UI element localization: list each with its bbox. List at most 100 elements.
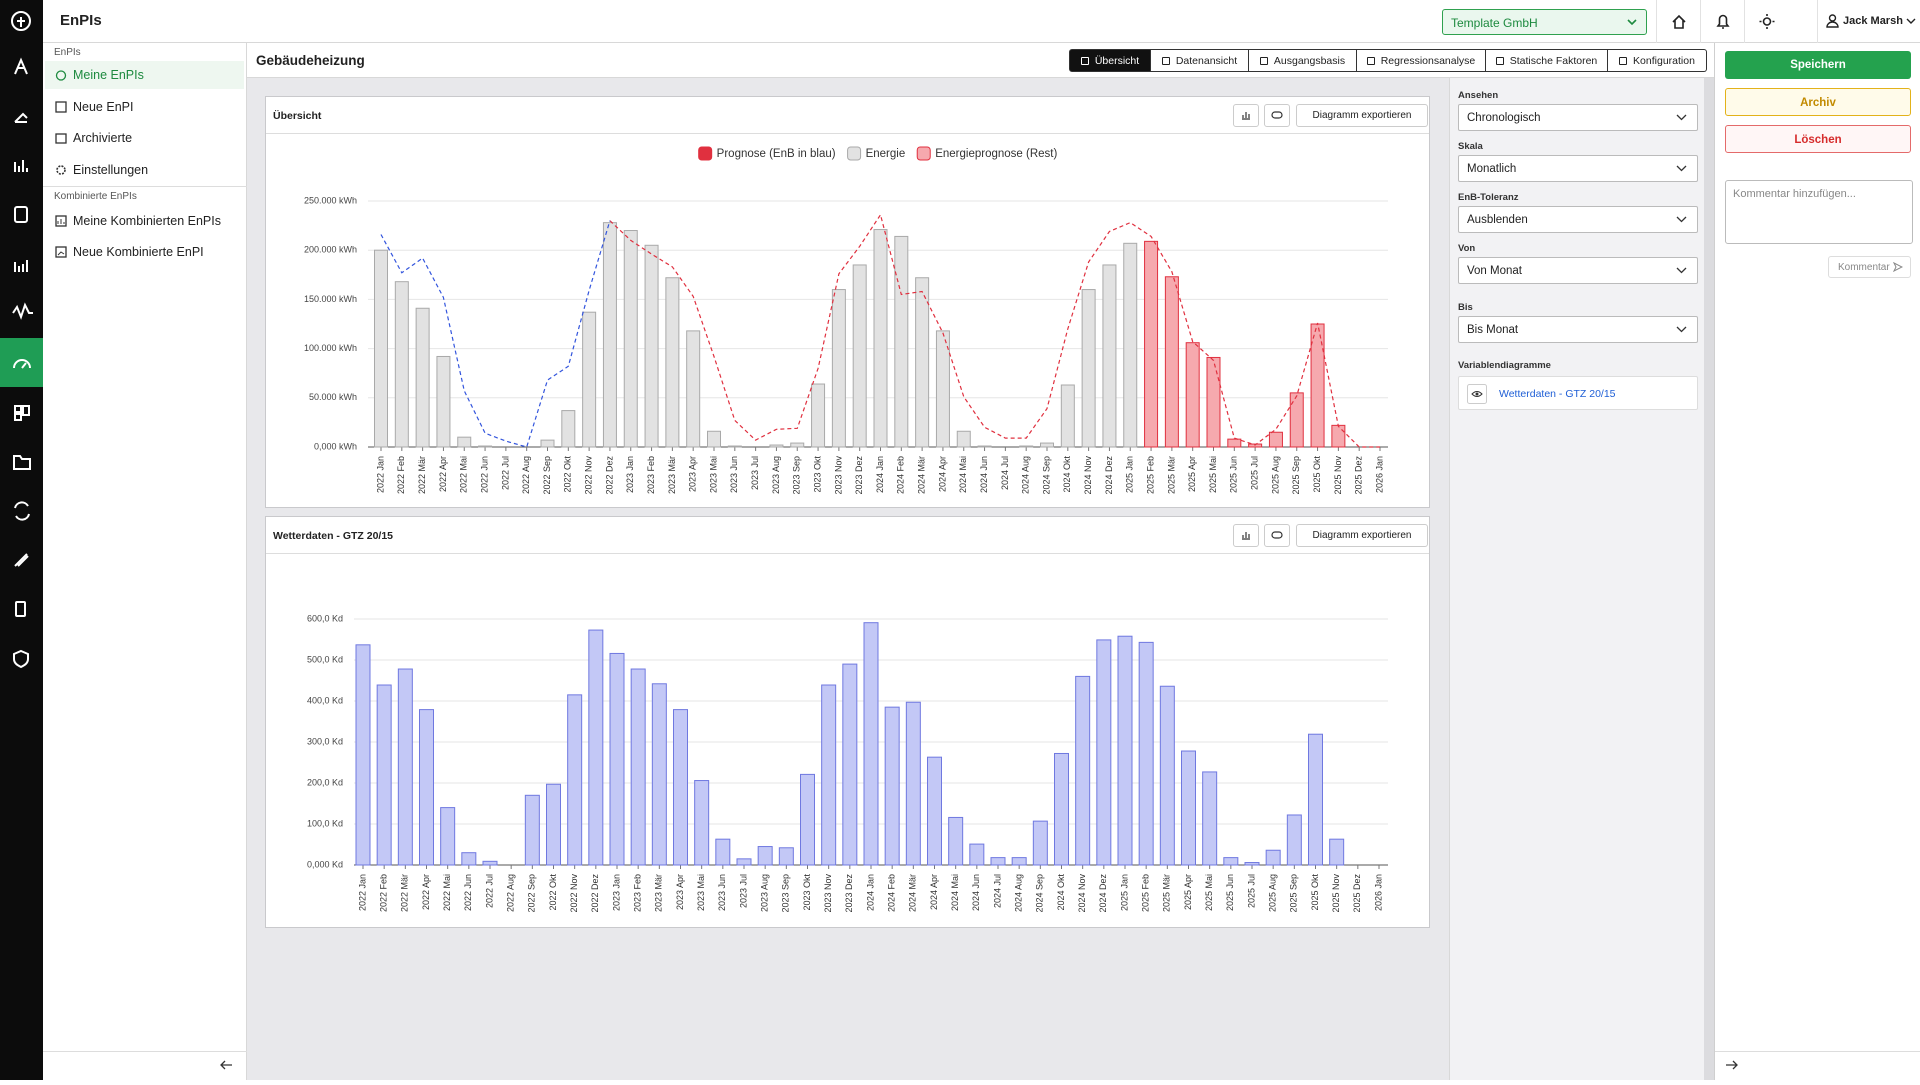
- nav-item[interactable]: Neue Kombinierte EnPI: [45, 238, 244, 266]
- legend-label: Energie: [866, 148, 906, 160]
- x-tick-label: 2023 Aug: [760, 874, 770, 912]
- link-label: Wetterdaten - GTZ 20/15: [1499, 388, 1616, 400]
- home-button[interactable]: [1656, 0, 1700, 43]
- card-title: Übersicht: [273, 110, 322, 122]
- x-tick-label: 2023 Nov: [833, 456, 843, 495]
- x-tick-label: 2024 Mär: [917, 456, 927, 494]
- save-button[interactable]: Speichern: [1725, 51, 1911, 79]
- chart-type-button[interactable]: [1233, 104, 1259, 127]
- x-tick-label: 2024 Jul: [1000, 456, 1010, 490]
- x-tick-label: 2022 Feb: [379, 874, 389, 912]
- x-tick-label: 2026 Jan: [1373, 874, 1383, 911]
- x-tick-label: 2023 Feb: [633, 874, 643, 912]
- y-tick-label: 200.000 kWh: [304, 245, 357, 255]
- bar: [694, 780, 710, 866]
- bar: [969, 843, 985, 866]
- bar: [540, 439, 555, 448]
- x-tick-label: 2024 Aug: [1021, 456, 1031, 494]
- icon: [1271, 111, 1283, 119]
- theme-button[interactable]: [1744, 0, 1817, 43]
- tab[interactable]: Statische Faktoren: [1486, 49, 1608, 72]
- x-tick-label: 2023 Apr: [675, 874, 685, 910]
- x-tick-label: 2022 Jun: [479, 456, 489, 493]
- collapse-button[interactable]: [219, 1060, 233, 1070]
- x-tick-label: 2024 Apr: [929, 874, 939, 910]
- company-select[interactable]: Template GmbH: [1442, 9, 1647, 35]
- user-menu[interactable]: Jack Marsh: [1817, 0, 1920, 43]
- x-tick-label: 2023 Mär: [667, 456, 677, 494]
- y-tick-label: 100.000 kWh: [304, 343, 357, 353]
- bell-icon: [1716, 14, 1730, 29]
- export-button[interactable]: Diagramm exportieren: [1296, 524, 1428, 547]
- x-tick-label: 2023 Dez: [844, 874, 854, 913]
- x-tick-label: 2025 Nov: [1333, 456, 1343, 495]
- bar: [478, 445, 493, 448]
- bar: [884, 706, 900, 866]
- filter-select[interactable]: Monatlich: [1458, 155, 1698, 182]
- y-tick-label: 600,0 Kd: [307, 613, 343, 623]
- line: [609, 213, 1380, 448]
- x-tick-label: 2024 Sep: [1041, 456, 1051, 495]
- bar: [546, 783, 561, 866]
- x-tick-label: 2025 Mai: [1204, 874, 1214, 911]
- x-tick-label: 2023 Mai: [696, 874, 706, 911]
- tab[interactable]: Regressionsanalyse: [1357, 49, 1486, 72]
- variable-chart-link[interactable]: Wetterdaten - GTZ 20/15: [1458, 376, 1698, 410]
- chart-type-button[interactable]: [1233, 524, 1259, 547]
- bar: [561, 410, 576, 448]
- x-tick-label: 2025 Jan: [1119, 874, 1129, 911]
- eye-button[interactable]: [1467, 384, 1487, 404]
- bar: [1202, 771, 1218, 866]
- bar: [948, 816, 964, 866]
- select-value: Bis Monat: [1467, 324, 1519, 336]
- bar: [1144, 240, 1159, 448]
- bar: [1075, 675, 1091, 866]
- filter-label: Ansehen: [1458, 90, 1499, 101]
- x-tick-label: 2022 Feb: [396, 456, 406, 494]
- notifications-button[interactable]: [1700, 0, 1744, 43]
- export-button[interactable]: Diagramm exportieren: [1296, 104, 1428, 127]
- delete-button[interactable]: Löschen: [1725, 125, 1911, 153]
- x-tick-label: 2022 Nov: [584, 456, 594, 495]
- content-area: Übersicht Diagramm exportieren 0,000 kWh…: [247, 78, 1449, 1080]
- nav-item[interactable]: Archivierte: [45, 124, 244, 152]
- chevron: [1676, 114, 1687, 121]
- x-tick-label: 2025 Aug: [1268, 874, 1278, 912]
- bar: [1331, 424, 1346, 448]
- tab[interactable]: Ausgangsbasis: [1249, 49, 1357, 72]
- bar: [800, 773, 815, 866]
- toggle-button[interactable]: [1264, 104, 1290, 127]
- y-tick-label: 500,0 Kd: [307, 654, 343, 664]
- y-tick-label: 0,000 kWh: [314, 441, 357, 451]
- nav-item[interactable]: Neue EnPI: [45, 93, 244, 121]
- toggle-button[interactable]: [1264, 524, 1290, 547]
- tab-label: Datenansicht: [1175, 55, 1238, 67]
- x-tick-label: 2022 Aug: [521, 456, 531, 494]
- bar: [1040, 442, 1054, 448]
- comment-button[interactable]: Kommentar: [1828, 256, 1911, 278]
- filter-select[interactable]: Bis Monat: [1458, 316, 1698, 343]
- tab[interactable]: Übersicht: [1069, 49, 1151, 72]
- chevron: [1676, 326, 1687, 333]
- x-tick-label: 2022 Jun: [463, 874, 473, 911]
- filter-panel: Ansehen Chronologisch Skala Monatlich EnB-To…: [1449, 78, 1704, 1080]
- tab[interactable]: Konfiguration: [1608, 49, 1707, 72]
- filter-select[interactable]: Von Monat: [1458, 257, 1698, 284]
- filter-select[interactable]: Ausblenden: [1458, 206, 1698, 233]
- tab[interactable]: Datenansicht: [1151, 49, 1249, 72]
- bar: [727, 445, 742, 448]
- filter-select[interactable]: Chronologisch: [1458, 104, 1698, 131]
- bar: [1102, 264, 1117, 448]
- nav-icon: [55, 70, 67, 81]
- nav-item[interactable]: Meine Kombinierten EnPIs: [45, 207, 244, 235]
- bar: [757, 846, 773, 866]
- archive-button[interactable]: Archiv: [1725, 88, 1911, 116]
- expand-button[interactable]: [1725, 1060, 1739, 1070]
- nav-item[interactable]: Einstellungen: [45, 156, 244, 184]
- comment-input[interactable]: Kommentar hinzufügen...: [1725, 180, 1913, 244]
- x-tick-label: 2022 Sep: [527, 874, 537, 913]
- nav-item[interactable]: Meine EnPIs: [45, 61, 244, 89]
- bar: [1227, 438, 1242, 448]
- x-tick-label: 2024 Aug: [1014, 874, 1024, 912]
- card-header: Übersicht Diagramm exportieren: [266, 97, 1429, 134]
